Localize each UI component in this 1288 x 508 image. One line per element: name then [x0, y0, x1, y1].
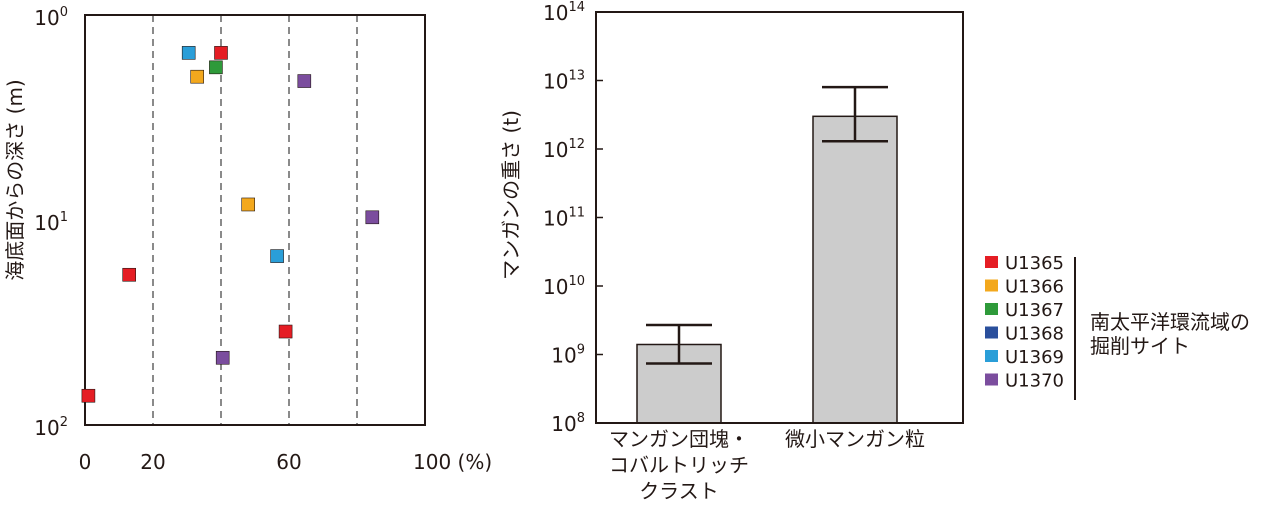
right-y-tick-label: 1014: [543, 0, 585, 25]
point-U1370: [365, 210, 380, 225]
manganese-weight-bar-chart: 108 109 1010 1011 1012 1013 1014 マンガン団塊・コバルトリッ…: [499, 0, 964, 503]
legend-label-U1369: U1369: [1005, 347, 1064, 368]
point-U1365: [81, 388, 96, 403]
left-x-tick-label: 100 (%): [413, 450, 492, 474]
bar-1: [812, 115, 898, 424]
category-label: コバルトリッチ: [609, 453, 749, 477]
left-y-tick-labels: 100 101 102: [34, 5, 68, 440]
legend-swatch-U1365: [985, 256, 998, 268]
legend-group-label-line2: 掘削サイト: [1090, 334, 1190, 358]
right-y-tick-labels: 108 109 1010 1011 1012 1013 1014: [543, 0, 603, 436]
left-y-tick-label: 101: [34, 210, 68, 235]
point-U1369: [181, 46, 196, 60]
point-U1366: [241, 197, 255, 212]
left-y-tick-label: 100: [34, 5, 68, 30]
right-y-tick-label: 1012: [543, 137, 585, 162]
legend-label-U1365: U1365: [1005, 253, 1064, 274]
left-x-tick-labels: 0 20 60 100 (%): [79, 450, 493, 474]
point-U1366: [190, 69, 204, 84]
legend-label-U1366: U1366: [1005, 277, 1064, 298]
category-label: クラスト: [639, 479, 719, 503]
legend-label-U1368: U1368: [1005, 324, 1064, 345]
legend-swatch-U1366: [985, 279, 998, 292]
right-y-axis-label: マンガンの重さ (t): [499, 110, 523, 280]
left-data-points: [81, 46, 380, 403]
legend-swatch-U1369: [985, 350, 998, 362]
point-U1367: [209, 60, 223, 75]
right-y-tick-label: 1011: [543, 206, 585, 231]
point-U1369: [270, 249, 284, 263]
right-y-tick-label: 1013: [543, 69, 585, 94]
legend-group-label-line1: 南太平洋環流域の: [1090, 310, 1250, 334]
left-x-tick-label: 60: [276, 450, 301, 474]
legend-label-U1367: U1367: [1005, 300, 1064, 321]
depth-scatter-chart: 0 20 60 100 (%) 100 101 102 海底面からの深さ (m): [3, 5, 492, 474]
left-y-axis-label: 海底面からの深さ (m): [3, 79, 27, 280]
left-gridlines: [152, 15, 358, 425]
point-U1365: [122, 267, 136, 282]
bars: [636, 85, 898, 424]
right-y-tick-label: 109: [551, 343, 585, 368]
right-y-tick-label: 1010: [543, 274, 585, 299]
point-U1370: [297, 74, 312, 88]
point-U1370: [215, 350, 230, 365]
left-plot-frame: [84, 14, 426, 426]
category-label: 微小マンガン粒: [785, 427, 925, 451]
category-label: マンガン団塊・: [609, 427, 749, 451]
point-U1365: [214, 46, 228, 60]
legend-label-U1370: U1370: [1005, 371, 1064, 392]
left-y-tick-label: 102: [34, 415, 68, 440]
left-x-tick-label: 20: [140, 450, 165, 474]
legend-swatch-U1367: [985, 303, 998, 315]
point-U1365: [278, 324, 293, 339]
right-y-tick-label: 108: [551, 411, 585, 436]
legend-swatch-U1370: [985, 373, 998, 386]
left-x-tick-label: 0: [79, 450, 92, 474]
legend-swatch-U1368: [985, 326, 998, 339]
